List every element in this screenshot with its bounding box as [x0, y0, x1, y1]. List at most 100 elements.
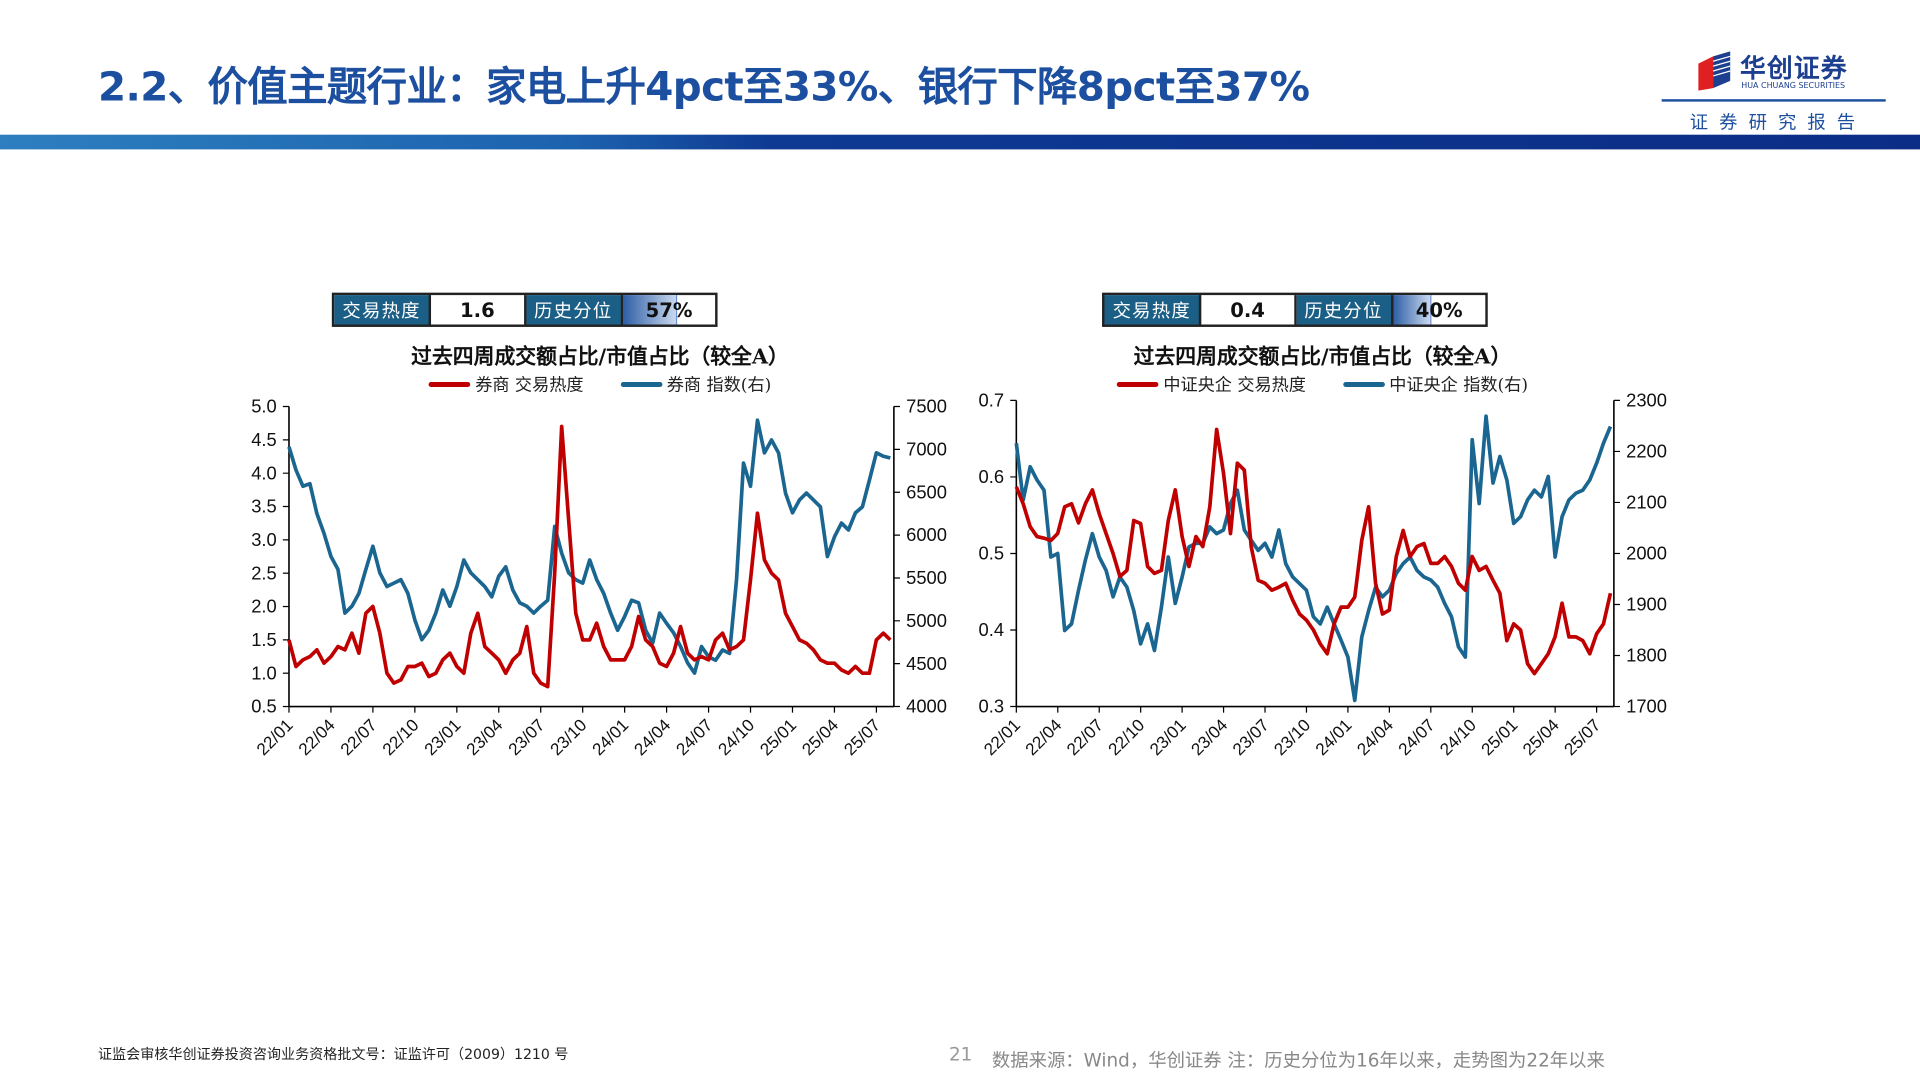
percentile-value: 57% [645, 298, 693, 322]
x-tick-label: 22/10 [1104, 715, 1148, 759]
y-tick-label-right: 6000 [906, 524, 947, 545]
y-tick-label-right: 4500 [906, 653, 947, 674]
heat-badge-right: 交易热度 0.4 历史分位 40% [1102, 292, 1488, 327]
logo-name: 华创证券 [1740, 53, 1848, 84]
logo: 华创证券 HUA CHUANG SECURITIES [1696, 49, 1867, 96]
legend-label: 中证央企 交易热度 [1163, 375, 1306, 396]
x-tick-label: 23/10 [546, 715, 590, 759]
y-tick-label-right: 1800 [1626, 645, 1667, 666]
x-tick-label: 22/07 [336, 715, 380, 759]
y-tick-label-right: 7000 [906, 439, 947, 460]
x-tick-label: 25/04 [1518, 714, 1563, 759]
x-tick-label: 24/10 [714, 715, 758, 759]
percentile-fill [1393, 295, 1432, 325]
x-tick-label: 24/07 [672, 715, 716, 759]
logo-mark-icon [1698, 51, 1731, 91]
y-tick-label-right: 5500 [906, 567, 947, 588]
x-tick-label: 24/04 [1353, 714, 1398, 759]
series-line-index [1014, 414, 1613, 703]
y-tick-label-right: 2000 [1626, 543, 1667, 564]
x-tick-label: 24/07 [1394, 715, 1438, 759]
percentile-cell: 40% [1393, 295, 1485, 325]
y-tick-label-left: 0.5 [979, 543, 1005, 564]
y-tick-label-left: 1.5 [251, 629, 277, 650]
x-tick-label: 25/01 [1477, 715, 1521, 759]
heat-label: 交易热度 [1104, 295, 1202, 325]
y-tick-label-right: 1700 [1626, 696, 1667, 717]
x-tick-label: 25/01 [756, 715, 800, 759]
x-tick-label: 24/01 [1311, 715, 1355, 759]
y-tick-label-left: 3.0 [251, 529, 277, 550]
y-tick-label-right: 7500 [906, 396, 947, 417]
y-tick-label-left: 4.0 [251, 462, 277, 483]
y-tick-label-left: 0.6 [979, 466, 1005, 487]
x-tick-label: 24/04 [630, 714, 675, 759]
percentile-label: 历史分位 [1296, 295, 1394, 325]
x-tick-label: 25/07 [840, 715, 884, 759]
x-tick-label: 22/04 [294, 714, 339, 759]
y-tick-label-left: 5.0 [251, 396, 277, 417]
y-tick-label-left: 2.5 [251, 562, 277, 583]
y-tick-label-right: 5000 [906, 610, 947, 631]
chart-title-right: 过去四周成交额占比/市值占比（较全A） [1133, 345, 1512, 370]
legend-left: 券商 交易热度 券商 指数(右) [282, 372, 919, 396]
heat-value: 0.4 [1202, 295, 1297, 325]
chart-left: 0.5 1.0 1.5 2.0 2.5 3.0 3.5 4.0 4.5 5.0 4000 4500 50… [251, 396, 947, 760]
y-tick-label-left: 0.5 [251, 696, 277, 717]
x-tick-label: 22/07 [1063, 715, 1107, 759]
y-tick-label-left: 0.4 [979, 619, 1005, 640]
y-tick-label-right: 6500 [906, 481, 947, 502]
license-note: 证监会审核华创证券投资咨询业务资格批文号：证监许可（2009）1210 号 [97, 1045, 569, 1063]
header-bar [0, 134, 1920, 150]
legend-label: 券商 交易热度 [475, 375, 584, 396]
source-note: 数据来源：Wind，华创证券 注：历史分位为16年以来，走势图为22年以来 [991, 1049, 1605, 1072]
y-tick-label-left: 3.5 [251, 496, 277, 517]
x-tick-label: 22/10 [378, 715, 422, 759]
x-tick-label: 23/07 [504, 715, 548, 759]
legend-label: 中证央企 指数(右) [1389, 375, 1529, 396]
x-tick-label: 23/04 [1187, 714, 1232, 759]
series-line-heat [1014, 427, 1613, 676]
x-tick-label: 22/01 [980, 715, 1024, 759]
percentile-value: 40% [1415, 298, 1463, 322]
legend-label: 券商 指数(右) [666, 375, 772, 396]
header-divider [1661, 99, 1886, 102]
y-tick-label-right: 2200 [1626, 441, 1667, 462]
y-tick-label-right: 2100 [1626, 492, 1667, 513]
y-tick-label-right: 2300 [1626, 390, 1667, 411]
logo-english-name: HUA CHUANG SECURITIES [1741, 80, 1846, 91]
page-number: 21 [948, 1043, 973, 1066]
legend-swatch [620, 382, 662, 387]
series-line-heat [287, 424, 892, 689]
series-line-index [287, 418, 891, 675]
legend-right: 中证央企 交易热度 中证央企 指数(右) [1004, 372, 1641, 396]
x-tick-label: 23/01 [420, 715, 464, 759]
legend-item: 券商 指数(右) [620, 372, 771, 396]
chart-right: 0.3 0.4 0.5 0.6 0.7 1700 1800 1900 2000 2100 2200 2… [979, 390, 1667, 760]
heat-label: 交易热度 [334, 295, 432, 325]
y-tick-label-left: 1.0 [251, 662, 277, 683]
x-tick-label: 22/01 [252, 715, 296, 759]
y-tick-label-right: 4000 [906, 696, 947, 717]
x-tick-label: 23/04 [462, 714, 507, 759]
x-tick-label: 23/07 [1228, 715, 1272, 759]
x-tick-label: 25/07 [1560, 715, 1604, 759]
y-tick-label-right: 1900 [1626, 594, 1667, 615]
legend-item: 中证央企 交易热度 [1116, 372, 1306, 396]
legend-item: 中证央企 指数(右) [1342, 372, 1529, 396]
x-tick-label: 24/01 [588, 715, 632, 759]
x-tick-label: 23/10 [1270, 715, 1314, 759]
x-tick-label: 23/01 [1145, 715, 1189, 759]
page-title: 2.2、价值主题行业：家电上升4pct至33%、银行下降8pct至37% [97, 62, 1310, 111]
y-tick-label-left: 4.5 [251, 429, 277, 450]
report-label: 证券研究报告 [1689, 111, 1867, 134]
heat-value: 1.6 [431, 295, 526, 325]
percentile-cell: 57% [622, 295, 715, 325]
x-tick-label: 25/04 [798, 714, 843, 759]
legend-swatch [1342, 382, 1385, 387]
y-tick-label-left: 2.0 [251, 596, 277, 617]
legend-item: 券商 交易热度 [428, 372, 584, 396]
legend-swatch [428, 382, 471, 387]
y-tick-label-left: 0.3 [979, 696, 1005, 717]
